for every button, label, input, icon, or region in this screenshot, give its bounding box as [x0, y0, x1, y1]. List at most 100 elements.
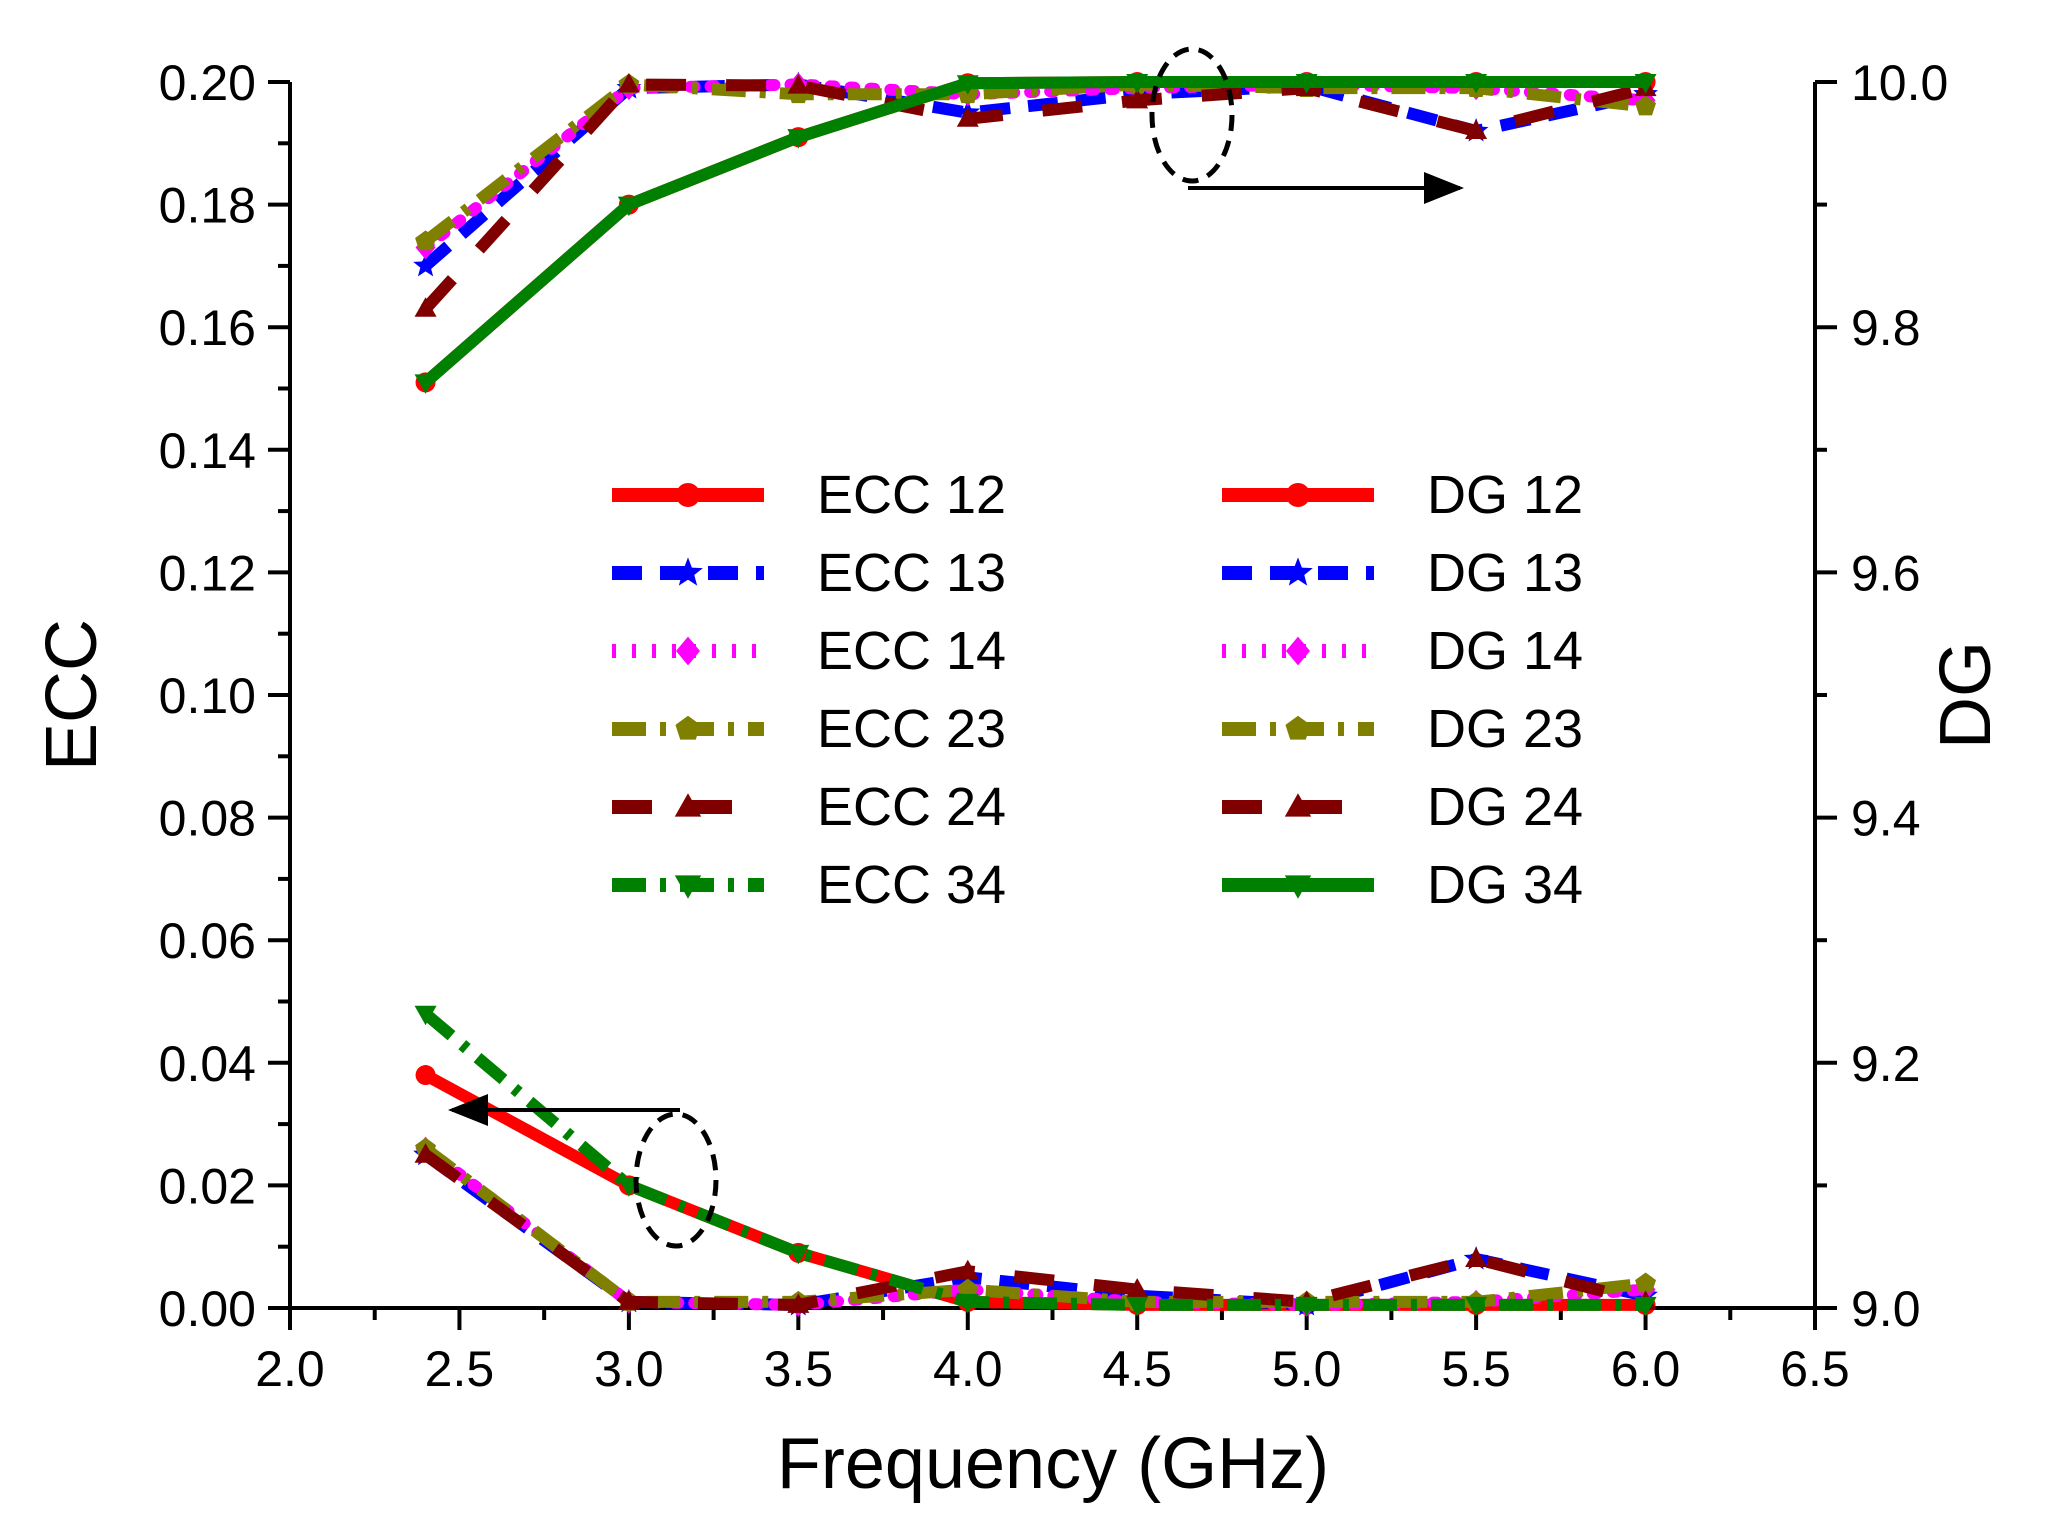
- data-point-dg-24: [1126, 88, 1149, 109]
- data-point-dg-34: [787, 129, 810, 149]
- legend-label-dg-34: DG 34: [1427, 855, 1583, 915]
- data-point-ecc-12: [415, 1065, 436, 1086]
- legend: ECC 12 ECC 13 ECC 14 ECC 23 ECC 24 ECC 34 DG 1…: [612, 465, 1583, 915]
- legend-marker-dg-24: [1284, 793, 1312, 817]
- legend-marker-dg-23: [1285, 715, 1311, 740]
- data-point-dg-24: [1465, 119, 1488, 140]
- legend-label-dg-13: DG 13: [1427, 543, 1583, 603]
- y-left-tick-label: 0.02: [159, 1158, 256, 1214]
- x-tick-label: 4.0: [933, 1341, 1003, 1397]
- data-point-ecc-34: [956, 1293, 979, 1314]
- data-point-dg-34: [1634, 74, 1657, 94]
- x-tick-label: 4.5: [1102, 1341, 1172, 1397]
- y-right-axis-ticks: 9.0 9.2 9.4 9.6 9.8 10.0: [1815, 55, 1948, 1337]
- legend-marker-dg-34: [1284, 875, 1312, 899]
- data-point-ecc-24: [414, 1143, 437, 1163]
- x-tick-label: 6.5: [1780, 1341, 1850, 1397]
- data-point-dg-34: [1465, 74, 1488, 94]
- y-left-axis-ticks: 0.00 0.02 0.04 0.06 0.08 0.10 0.12 0.14 0.16 0.18…: [159, 55, 290, 1337]
- data-point-ecc-24: [1126, 1278, 1149, 1298]
- y-left-tick-label: 0.18: [159, 178, 256, 234]
- x-tick-label: 3.5: [764, 1341, 834, 1397]
- data-point-dg-34: [1126, 74, 1149, 94]
- x-tick-label: 2.5: [425, 1341, 495, 1397]
- ecc-callout-ellipse: [633, 1111, 719, 1249]
- series-layer: [413, 71, 1658, 1317]
- data-point-ecc-23: [957, 1278, 979, 1299]
- y-left-tick-label: 0.16: [159, 300, 256, 356]
- y-left-tick-label: 0.14: [159, 423, 256, 479]
- data-point-dg-34: [617, 196, 640, 217]
- data-point-ecc-34: [1465, 1296, 1488, 1317]
- y-left-tick-label: 0.04: [159, 1036, 256, 1092]
- annotations: [448, 46, 1464, 1249]
- legend-marker-dg-14: [1286, 636, 1310, 666]
- y-left-tick-label: 0.08: [159, 791, 256, 847]
- y-right-tick-label: 9.2: [1851, 1036, 1921, 1092]
- series-line-dg-34: [421, 76, 1646, 387]
- data-point-ecc-23: [1635, 1272, 1657, 1293]
- legend-label-dg-23: DG 23: [1427, 699, 1583, 759]
- y-left-tick-label: 0.12: [159, 545, 256, 601]
- x-axis-title: Frequency (GHz): [777, 1424, 1329, 1504]
- data-point-ecc-24: [787, 1293, 810, 1313]
- data-point-dg-24: [787, 74, 810, 94]
- legend-marker-ecc-12: [676, 483, 700, 507]
- data-point-ecc-34: [414, 1005, 437, 1026]
- data-point-ecc-24: [956, 1259, 979, 1280]
- data-point-dg-34: [414, 374, 437, 394]
- data-point-ecc-34: [1295, 1296, 1318, 1317]
- legend-label-ecc-34: ECC 34: [817, 855, 1006, 915]
- x-tick-label: 6.0: [1611, 1341, 1681, 1397]
- x-axis-ticks: 2.0 2.5 3.0 3.5 4.0 4.5 5.0 5.5 6.0 6.5: [255, 1308, 1850, 1397]
- data-point-ecc-34: [1126, 1296, 1149, 1317]
- y-right-tick-label: 9.6: [1851, 545, 1921, 601]
- data-point-dg-24: [956, 107, 979, 127]
- y-right-tick-label: 10.0: [1851, 55, 1948, 111]
- y-left-tick-label: 0.00: [159, 1281, 256, 1337]
- y-right-tick-label: 9.4: [1851, 791, 1921, 847]
- x-tick-label: 3.0: [594, 1341, 664, 1397]
- legend-label-ecc-23: ECC 23: [817, 699, 1006, 759]
- legend-marker-ecc-24: [674, 793, 702, 817]
- legend-marker-dg-13: [1283, 557, 1313, 586]
- y-right-tick-label: 9.0: [1851, 1281, 1921, 1337]
- data-point-ecc-24: [1465, 1247, 1488, 1267]
- legend-label-dg-14: DG 14: [1427, 621, 1583, 681]
- legend-label-dg-24: DG 24: [1427, 777, 1583, 837]
- y-left-tick-label: 0.20: [159, 55, 256, 111]
- x-tick-label: 5.5: [1441, 1341, 1511, 1397]
- legend-marker-ecc-34: [674, 875, 702, 899]
- legend-label-ecc-24: ECC 24: [817, 777, 1006, 837]
- x-tick-label: 5.0: [1272, 1341, 1342, 1397]
- legend-marker-dg-12: [1286, 483, 1310, 507]
- y-right-tick-label: 9.8: [1851, 300, 1921, 356]
- data-point-dg-13: [413, 252, 438, 277]
- legend-label-ecc-13: ECC 13: [817, 543, 1006, 603]
- data-point-ecc-24: [617, 1290, 640, 1310]
- y-left-tick-label: 0.06: [159, 913, 256, 969]
- legend-label-ecc-12: ECC 12: [817, 465, 1006, 525]
- data-point-ecc-34: [787, 1244, 810, 1265]
- data-point-dg-23: [415, 230, 437, 251]
- data-point-ecc-34: [1634, 1296, 1657, 1317]
- series-line-dg-24: [421, 78, 1648, 313]
- data-point-dg-24: [617, 72, 640, 93]
- y-left-tick-label: 0.10: [159, 668, 256, 724]
- data-point-dg-34: [956, 75, 979, 95]
- legend-label-dg-12: DG 12: [1427, 465, 1583, 525]
- legend-marker-ecc-14: [676, 636, 700, 666]
- series-line-ecc-24: [422, 1149, 1648, 1311]
- dg-callout-ellipse: [1149, 46, 1235, 184]
- legend-label-ecc-14: ECC 14: [817, 621, 1006, 681]
- y-right-axis-title: DG: [1926, 641, 2006, 749]
- data-point-dg-24: [414, 297, 437, 317]
- x-tick-label: 2.0: [255, 1341, 325, 1397]
- data-point-dg-23: [1635, 95, 1657, 116]
- legend-marker-ecc-23: [675, 715, 701, 740]
- series-line-ecc-34: [421, 1009, 1646, 1311]
- legend-marker-ecc-13: [673, 557, 703, 586]
- y-left-axis-title: ECC: [32, 619, 112, 771]
- data-point-dg-34: [1295, 74, 1318, 94]
